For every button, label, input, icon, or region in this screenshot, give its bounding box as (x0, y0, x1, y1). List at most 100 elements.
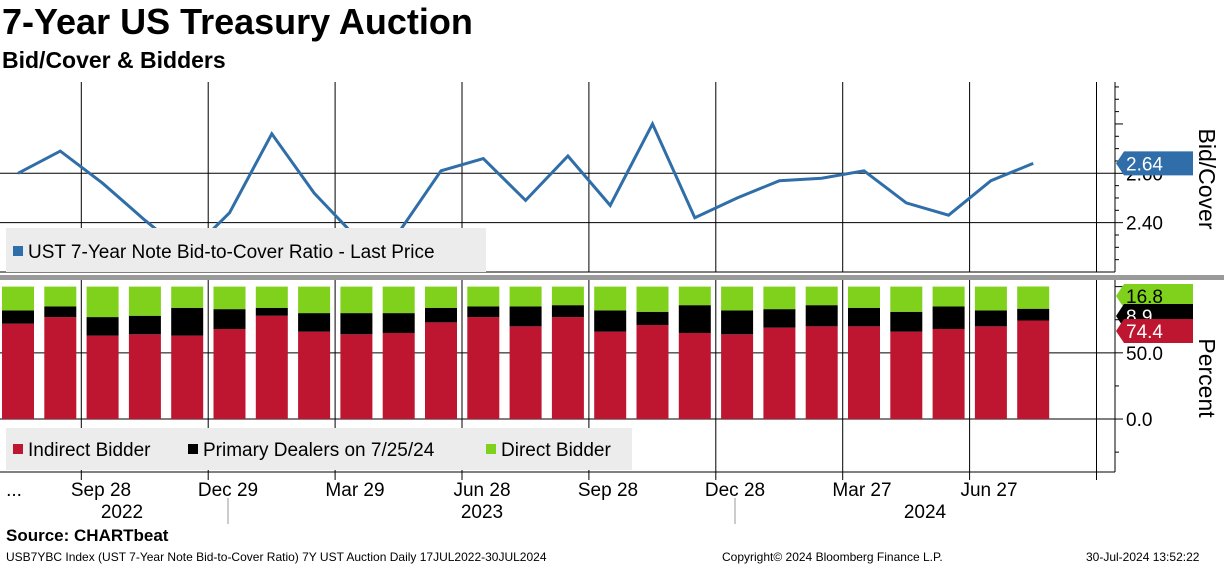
legend-swatch-direct (486, 444, 496, 454)
bar-indirect (974, 326, 1007, 420)
chart-subtitle: Bid/Cover & Bidders (2, 47, 226, 73)
legend-label-direct: Direct Bidder (501, 440, 611, 461)
x-tick-label: Dec 29 (198, 480, 258, 501)
bar-indirect (763, 327, 796, 420)
bar-primary-dealers (932, 306, 965, 329)
chart-title: 7-Year US Treasury Auction (2, 1, 473, 42)
bar-direct (213, 286, 246, 310)
legend-swatch-bid-cover (13, 246, 23, 256)
bar-primary-dealers (86, 317, 119, 336)
bar-indirect (382, 332, 415, 420)
bar-indirect (298, 331, 331, 420)
last-value-label: 2.64 (1126, 154, 1163, 175)
bar-indirect (86, 335, 119, 420)
bar-direct (509, 286, 542, 307)
top-y-axis: 2.402.602.64 (1114, 82, 1193, 272)
top-legend: UST 7-Year Note Bid-to-Cover Ratio - Las… (6, 228, 486, 272)
bar-indirect (890, 331, 923, 420)
legend-background (6, 428, 632, 470)
bottom-legend: Indirect Bidder Primary Dealers on 7/25/… (6, 428, 632, 470)
bar-indirect (213, 328, 246, 420)
legend-swatch-primary (188, 444, 198, 454)
indirect-last-tag (1116, 319, 1193, 343)
bar-primary-dealers (1017, 308, 1050, 321)
bar-indirect (128, 334, 161, 420)
bar-indirect (44, 317, 77, 420)
bar-direct (890, 286, 923, 312)
bar-primary-dealers (44, 306, 77, 318)
bar-indirect (678, 332, 711, 420)
bar-indirect (2, 323, 34, 420)
bar-direct (467, 286, 500, 307)
bar-direct (128, 286, 161, 316)
x-tick-label: Mar 27 (832, 480, 891, 501)
bar-direct (805, 286, 838, 306)
bar-indirect (340, 334, 373, 420)
bar-indirect (932, 328, 965, 420)
x-tick-label: ... (6, 480, 22, 501)
top-grid (0, 82, 1115, 273)
top-y-tick-label: 2.40 (1126, 214, 1163, 235)
bar-primary-dealers (467, 306, 500, 318)
bar-primary-dealers (213, 309, 246, 329)
bar-direct (44, 286, 77, 307)
bar-primary-dealers (678, 305, 711, 333)
bar-indirect (636, 325, 669, 420)
bar-primary-dealers (636, 311, 669, 326)
bar-primary-dealers (255, 307, 288, 316)
last-value-tag (1116, 151, 1193, 176)
bottom-y-tick-label: 0.0 (1126, 410, 1152, 431)
bar-direct (763, 286, 796, 310)
bar-direct (86, 286, 119, 318)
bar-primary-dealers (805, 305, 838, 327)
bar-primary-dealers (763, 309, 796, 328)
footer-copyright: Copyright© 2024 Bloomberg Finance L.P. (722, 550, 943, 564)
bar-primary-dealers (340, 313, 373, 335)
x-year-label: 2022 (101, 502, 143, 523)
bar-indirect (509, 326, 542, 420)
x-tick-label: Dec 28 (705, 480, 765, 501)
bar-indirect (805, 326, 838, 420)
direct-last-tag (1116, 284, 1193, 308)
footer-index-description: USB7YBC Index (UST 7-Year Note Bid-to-Co… (6, 550, 547, 564)
bar-primary-dealers (382, 313, 415, 333)
bar-indirect (255, 315, 288, 420)
bottom-y-axis-title: Percent (1194, 338, 1220, 418)
bar-direct (932, 286, 965, 307)
bar-primary-dealers (848, 307, 880, 327)
bar-primary-dealers (425, 307, 457, 323)
bar-primary-dealers (298, 313, 331, 332)
legend-label-bid-cover: UST 7-Year Note Bid-to-Cover Ratio - Las… (28, 242, 435, 263)
indirect-last-tag-label: 74.4 (1126, 322, 1163, 343)
bar-indirect (1017, 320, 1050, 420)
bar-indirect (594, 331, 627, 420)
x-year-label: 2024 (904, 502, 947, 523)
bar-primary-dealers (551, 305, 584, 318)
legend-swatch-indirect (13, 444, 23, 454)
x-tick-label: Sep 28 (578, 480, 638, 501)
x-axis: ... Sep 28 Dec 29 Mar 29 Jun 28 Sep 28 Dec 28 M… (0, 471, 1115, 524)
bar-primary-dealers (721, 310, 754, 335)
footer-timestamp: 30-Jul-2024 13:52:22 (1086, 550, 1200, 564)
bar-indirect (721, 334, 754, 420)
x-tick-label: Sep 28 (71, 480, 131, 501)
x-tick-label: Mar 29 (325, 480, 384, 501)
bar-primary-dealers (2, 310, 34, 324)
legend-background (6, 228, 486, 272)
bar-direct (382, 286, 415, 314)
bar-direct (678, 286, 711, 306)
bottom-y-axis: 0.050.016.88.974.4 (1114, 280, 1193, 472)
bar-direct (594, 286, 627, 311)
bar-primary-dealers (890, 311, 923, 332)
bar-primary-dealers (974, 310, 1007, 327)
bar-indirect (551, 317, 584, 420)
bar-direct (721, 286, 754, 311)
x-tick-label: Jun 28 (453, 480, 510, 501)
bar-direct (340, 286, 373, 314)
bar-direct (1017, 286, 1050, 309)
bar-primary-dealers (128, 315, 161, 335)
direct-last-tag-label: 16.8 (1126, 287, 1163, 308)
bar-direct (636, 286, 669, 312)
bar-direct (848, 286, 880, 308)
legend-label-primary: Primary Dealers on 7/25/24 (203, 440, 435, 461)
